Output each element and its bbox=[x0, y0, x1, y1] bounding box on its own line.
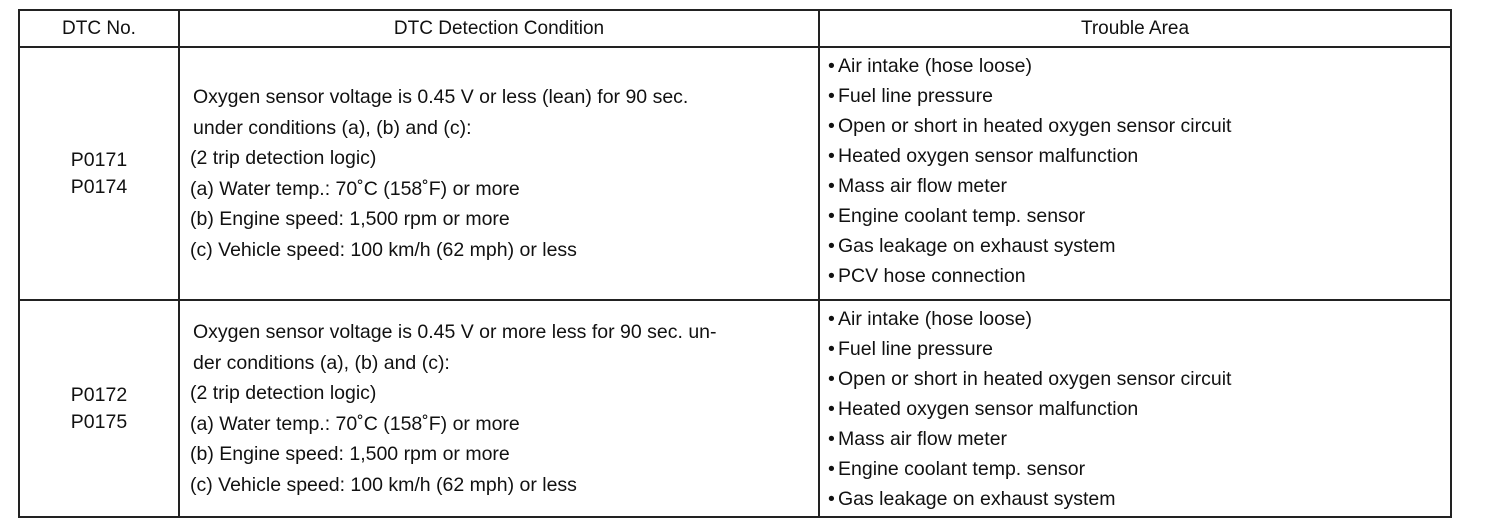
trouble-area-item: • Open or short in heated oxygen sensor c… bbox=[828, 364, 1450, 394]
condition-line: (c) Vehicle speed: 100 km/h (62 mph) or … bbox=[190, 238, 577, 261]
trouble-area-item: • Gas leakage on exhaust system bbox=[828, 484, 1450, 514]
header-detection-condition: DTC Detection Condition bbox=[178, 9, 820, 48]
bullet-icon: • bbox=[828, 308, 835, 330]
trouble-area-item: • Heated oxygen sensor malfunction bbox=[828, 394, 1450, 424]
dtc-code-cell: P0171 P0174 bbox=[18, 46, 180, 301]
bullet-icon: • bbox=[828, 145, 835, 167]
bullet-icon: • bbox=[828, 85, 835, 107]
condition-line: Oxygen sensor voltage is 0.45 V or less … bbox=[193, 86, 689, 108]
condition-line: (2 trip detection logic) bbox=[190, 382, 377, 404]
trouble-area-item: • Engine coolant temp. sensor bbox=[828, 454, 1450, 484]
trouble-area-cell: • Air intake (hose loose) • Fuel line pres… bbox=[818, 299, 1452, 518]
condition-line: (a) Water temp.: 70˚C (158˚F) or more bbox=[190, 177, 520, 200]
dtc-code-cell: P0172 P0175 bbox=[18, 299, 180, 518]
bullet-icon: • bbox=[828, 368, 835, 390]
bullet-icon: • bbox=[828, 338, 835, 360]
detection-condition-cell: Oxygen sensor voltage is 0.45 V or less … bbox=[178, 46, 820, 301]
condition-line: (a) Water temp.: 70˚C (158˚F) or more bbox=[190, 412, 520, 435]
trouble-area-item: • Mass air flow meter bbox=[828, 171, 1450, 201]
condition-line: (b) Engine speed: 1,500 rpm or more bbox=[190, 208, 510, 230]
condition-line: (2 trip detection logic) bbox=[190, 147, 377, 169]
bullet-icon: • bbox=[828, 398, 835, 420]
dtc-code: P0171 bbox=[70, 148, 128, 171]
table-row: P0172 P0175 Oxygen sensor voltage is 0.4… bbox=[18, 299, 1452, 518]
trouble-area-item: • Mass air flow meter bbox=[828, 424, 1450, 454]
dtc-code: P0174 bbox=[70, 175, 128, 198]
bullet-icon: • bbox=[828, 265, 835, 287]
bullet-icon: • bbox=[828, 115, 835, 137]
header-dtc-no: DTC No. bbox=[18, 9, 180, 48]
bullet-icon: • bbox=[828, 458, 835, 480]
condition-line: der conditions (a), (b) and (c): bbox=[193, 351, 450, 374]
trouble-area-item: • Engine coolant temp. sensor bbox=[828, 201, 1450, 231]
detection-condition-cell: Oxygen sensor voltage is 0.45 V or more … bbox=[178, 299, 820, 518]
trouble-area-item: • Fuel line pressure bbox=[828, 334, 1450, 364]
trouble-area-item: • Fuel line pressure bbox=[828, 81, 1450, 111]
trouble-area-item: • PCV hose connection bbox=[828, 261, 1450, 291]
dtc-code: P0172 bbox=[70, 383, 128, 406]
trouble-area-item: • Air intake (hose loose) bbox=[828, 51, 1450, 81]
trouble-area-item: • Gas leakage on exhaust system bbox=[828, 231, 1450, 261]
trouble-area-item: • Heated oxygen sensor malfunction bbox=[828, 141, 1450, 171]
bullet-icon: • bbox=[828, 175, 835, 197]
bullet-icon: • bbox=[828, 428, 835, 450]
header-row: DTC No. DTC Detection Condition Trouble … bbox=[18, 9, 1452, 48]
bullet-icon: • bbox=[828, 55, 835, 77]
trouble-area-item: • Air intake (hose loose) bbox=[828, 304, 1450, 334]
trouble-area-cell: • Air intake (hose loose) • Fuel line pres… bbox=[818, 46, 1452, 301]
bullet-icon: • bbox=[828, 205, 835, 227]
dtc-table: DTC No. DTC Detection Condition Trouble … bbox=[18, 9, 1452, 518]
dtc-code: P0175 bbox=[70, 410, 128, 433]
header-trouble-area: Trouble Area bbox=[818, 9, 1452, 48]
condition-line: (b) Engine speed: 1,500 rpm or more bbox=[190, 443, 510, 465]
condition-line: Oxygen sensor voltage is 0.45 V or more … bbox=[193, 321, 717, 343]
bullet-icon: • bbox=[828, 488, 835, 510]
trouble-area-item: • Open or short in heated oxygen sensor c… bbox=[828, 111, 1450, 141]
bullet-icon: • bbox=[828, 235, 835, 257]
table-row: P0171 P0174 Oxygen sensor voltage is 0.4… bbox=[18, 46, 1452, 301]
condition-line: under conditions (a), (b) and (c): bbox=[193, 116, 472, 139]
condition-line: (c) Vehicle speed: 100 km/h (62 mph) or … bbox=[190, 473, 577, 496]
